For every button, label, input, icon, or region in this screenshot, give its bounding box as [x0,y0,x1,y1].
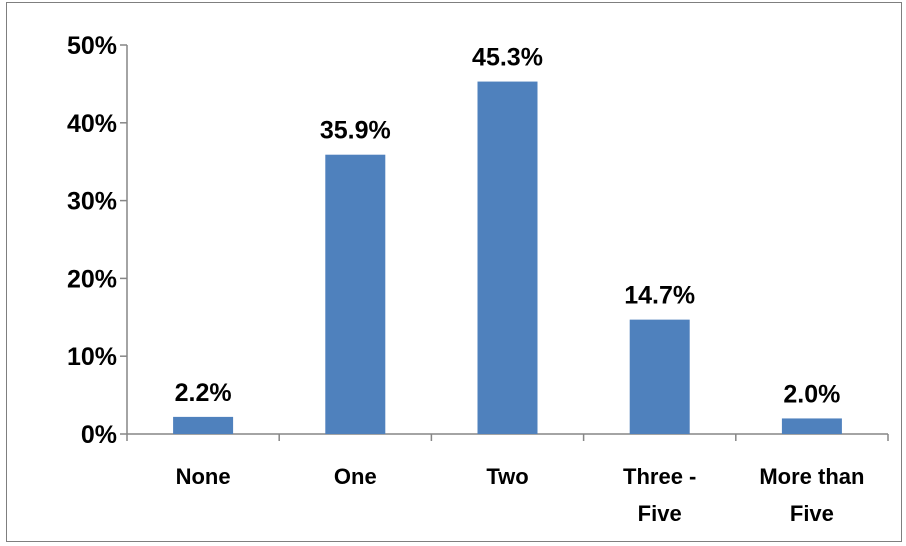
category-label: One [334,464,377,489]
category-label: None [176,464,231,489]
y-tick-label: 50% [67,32,117,60]
bar [629,319,690,434]
data-label: 2.2% [175,379,232,407]
category-label: Five [790,501,834,526]
category-label: More than [759,464,864,489]
data-label: 45.3% [472,44,543,72]
bars [173,81,842,434]
y-tick-label: 10% [67,343,117,371]
data-label: 2.0% [783,380,840,408]
labels: 0% 10% 20% 30% 40% 50% 2.2% None 35.9% One 45.3% Tw… [67,32,865,526]
category-label: Two [486,464,528,489]
bar [325,154,386,434]
data-label: 35.9% [320,117,391,145]
y-tick-label: 0% [81,421,117,449]
bar [173,416,234,434]
bar [477,81,538,434]
y-tick-label: 40% [67,110,117,138]
category-label: Five [638,501,682,526]
chart-frame [6,2,902,542]
y-tick-label: 30% [67,188,117,216]
data-label: 14.7% [624,282,695,310]
bar [781,418,842,434]
category-label: Three - [623,464,696,489]
y-tick-label: 20% [67,265,117,293]
